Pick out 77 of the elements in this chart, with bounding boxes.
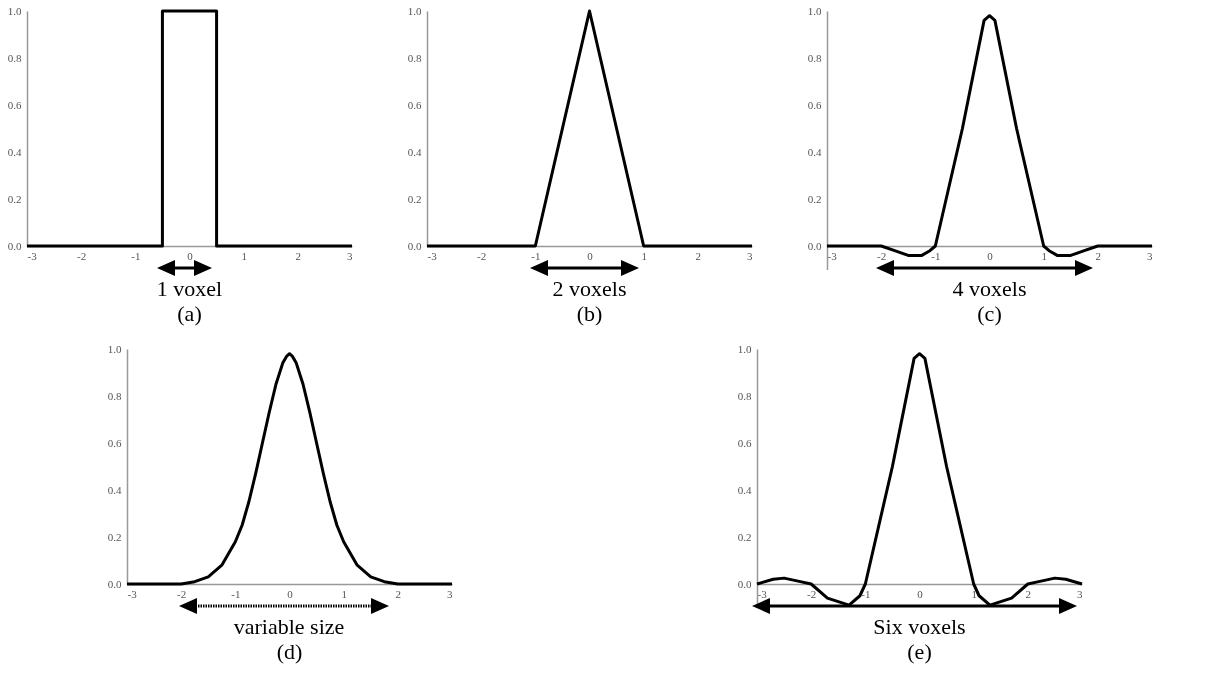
x-tick-label: -3 <box>127 587 138 600</box>
text: 1 voxel <box>156 276 223 301</box>
text: (a) <box>177 301 202 326</box>
y-tick-label: 0.0 <box>807 239 822 252</box>
x-tick-label: -2 <box>807 587 817 600</box>
x-tick-label: -2 <box>177 587 187 600</box>
x-tick-label: 3 <box>747 249 753 262</box>
y-tick-label: 0.2 <box>737 530 752 543</box>
x-tick-label: 2 <box>1025 587 1032 600</box>
y-tick-label: 0.2 <box>407 192 422 205</box>
text: variable size <box>233 614 345 639</box>
text: (b) <box>576 301 603 326</box>
x-tick-label: 0 <box>287 587 294 600</box>
text: 2 voxels <box>552 276 627 301</box>
x-tick-label: 0 <box>917 587 924 600</box>
y-tick-label: 0.4 <box>807 145 822 158</box>
x-tick-label: 1 <box>1041 249 1047 262</box>
text: (d) <box>276 639 303 664</box>
y-tick-label: 0.0 <box>737 577 752 590</box>
y-tick-label: 0.4 <box>737 483 752 496</box>
x-tick-label: -1 <box>131 249 141 262</box>
y-tick-label: 0.8 <box>407 51 422 64</box>
x-tick-label: 3 <box>347 249 353 262</box>
x-tick-label: 0 <box>587 249 594 262</box>
y-tick-label: 0.2 <box>107 530 122 543</box>
text: Six voxels <box>873 614 966 639</box>
y-tick-label: 1.0 <box>107 342 122 355</box>
x-tick-label: 1 <box>241 249 247 262</box>
y-tick-label: 0.6 <box>807 98 822 111</box>
y-tick-label: 0.4 <box>107 483 122 496</box>
y-tick-label: 0.8 <box>7 51 22 64</box>
x-tick-label: 1 <box>341 587 347 600</box>
x-tick-label: 2 <box>695 249 702 262</box>
x-tick-label: 2 <box>1095 249 1102 262</box>
line-series <box>755 352 1084 607</box>
y-tick-label: 0.4 <box>7 145 22 158</box>
y-tick-label: 1.0 <box>7 4 22 17</box>
x-tick-label: -2 <box>77 249 87 262</box>
y-tick-label: 0.6 <box>107 436 122 449</box>
y-tick-label: 0.0 <box>407 239 422 252</box>
x-tick-label: -1 <box>231 587 241 600</box>
y-tick-label: 1.0 <box>807 4 822 17</box>
x-tick-label: 0 <box>187 249 194 262</box>
line-series <box>125 352 454 586</box>
x-tick-label: 1 <box>971 587 977 600</box>
x-tick-label: 1 <box>641 249 647 262</box>
y-tick-label: 0.8 <box>107 389 122 402</box>
y-tick-label: 0.0 <box>107 577 122 590</box>
y-tick-label: 0.8 <box>807 51 822 64</box>
x-tick-label: -1 <box>861 587 871 600</box>
text: (c) <box>977 301 1002 326</box>
y-tick-label: 1.0 <box>737 342 752 355</box>
y-tick-label: 0.8 <box>737 389 752 402</box>
y-tick-label: 0.4 <box>407 145 422 158</box>
x-tick-label: -2 <box>877 249 887 262</box>
y-tick-label: 0.0 <box>7 239 22 252</box>
x-tick-label: 2 <box>295 249 302 262</box>
x-tick-label: -3 <box>827 249 838 262</box>
x-tick-label: 3 <box>1147 249 1153 262</box>
x-tick-label: 0 <box>987 249 994 262</box>
y-tick-label: 0.6 <box>407 98 422 111</box>
y-tick-label: 0.6 <box>737 436 752 449</box>
y-tick-label: 1.0 <box>407 4 422 17</box>
x-tick-label: -1 <box>931 249 941 262</box>
text: 4 voxels <box>952 276 1027 301</box>
y-tick-label: 0.2 <box>807 192 822 205</box>
x-tick-label: -3 <box>27 249 38 262</box>
x-tick-label: 3 <box>1077 587 1083 600</box>
x-tick-label: -3 <box>427 249 438 262</box>
x-tick-label: -1 <box>531 249 541 262</box>
x-tick-label: -2 <box>477 249 487 262</box>
x-tick-label: -3 <box>757 587 768 600</box>
x-tick-label: 3 <box>447 587 453 600</box>
y-tick-label: 0.2 <box>7 192 22 205</box>
x-tick-label: 2 <box>395 587 402 600</box>
text: (e) <box>907 639 932 664</box>
y-tick-label: 0.6 <box>7 98 22 111</box>
